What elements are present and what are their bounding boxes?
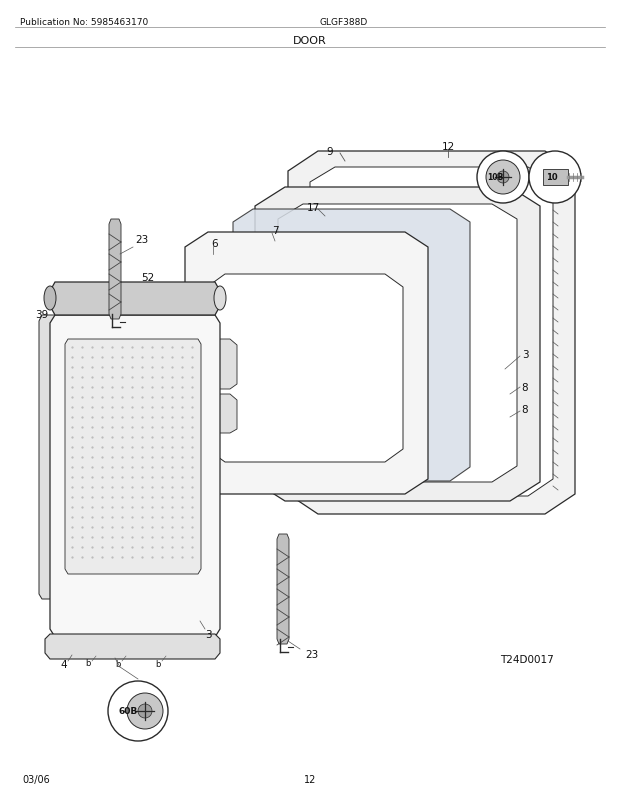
Polygon shape bbox=[203, 395, 237, 433]
Text: 4: 4 bbox=[61, 659, 68, 669]
Circle shape bbox=[477, 152, 529, 204]
Polygon shape bbox=[543, 170, 568, 186]
Circle shape bbox=[108, 681, 168, 741]
Polygon shape bbox=[39, 316, 59, 599]
Text: 6: 6 bbox=[211, 239, 218, 249]
Text: 52: 52 bbox=[141, 273, 154, 282]
Text: 23: 23 bbox=[135, 235, 149, 245]
Text: 7: 7 bbox=[272, 225, 278, 236]
Polygon shape bbox=[207, 274, 403, 463]
Text: 17: 17 bbox=[306, 203, 320, 213]
Text: 39: 39 bbox=[35, 310, 48, 320]
Text: 03/06: 03/06 bbox=[22, 774, 50, 784]
Polygon shape bbox=[50, 282, 220, 316]
Text: b: b bbox=[86, 658, 91, 668]
Text: Publication No: 5985463170: Publication No: 5985463170 bbox=[20, 18, 148, 27]
Circle shape bbox=[497, 172, 509, 184]
Text: DOOR: DOOR bbox=[293, 36, 327, 46]
Text: 12: 12 bbox=[441, 142, 454, 152]
Polygon shape bbox=[310, 168, 553, 496]
Polygon shape bbox=[109, 220, 121, 320]
Circle shape bbox=[138, 704, 152, 718]
Text: 3: 3 bbox=[521, 350, 528, 359]
Ellipse shape bbox=[214, 286, 226, 310]
Circle shape bbox=[486, 160, 520, 195]
Polygon shape bbox=[233, 210, 470, 481]
Text: 3: 3 bbox=[205, 630, 211, 639]
Polygon shape bbox=[277, 534, 289, 644]
Polygon shape bbox=[50, 316, 220, 638]
Polygon shape bbox=[203, 339, 237, 390]
Text: GLGF388D: GLGF388D bbox=[320, 18, 368, 27]
Text: 10B: 10B bbox=[494, 159, 513, 168]
Text: 8: 8 bbox=[521, 383, 528, 392]
Polygon shape bbox=[45, 634, 220, 659]
Circle shape bbox=[127, 693, 163, 729]
Text: 23: 23 bbox=[306, 649, 319, 659]
Text: 10: 10 bbox=[549, 159, 561, 168]
Circle shape bbox=[529, 152, 581, 204]
Text: eReplacementParts.com: eReplacementParts.com bbox=[172, 415, 308, 424]
Polygon shape bbox=[278, 205, 517, 482]
Polygon shape bbox=[288, 152, 575, 514]
Text: 60B: 60B bbox=[118, 707, 138, 715]
Ellipse shape bbox=[44, 286, 56, 310]
Text: 10: 10 bbox=[546, 173, 558, 182]
Text: 9: 9 bbox=[327, 147, 334, 157]
Text: 8: 8 bbox=[521, 404, 528, 415]
Polygon shape bbox=[185, 233, 428, 494]
Polygon shape bbox=[255, 188, 540, 501]
Text: 12: 12 bbox=[304, 774, 316, 784]
Text: b: b bbox=[156, 660, 161, 669]
Polygon shape bbox=[65, 339, 201, 574]
Text: b: b bbox=[115, 660, 121, 669]
Text: T24D0017: T24D0017 bbox=[500, 654, 554, 664]
Text: 10B: 10B bbox=[487, 173, 503, 182]
